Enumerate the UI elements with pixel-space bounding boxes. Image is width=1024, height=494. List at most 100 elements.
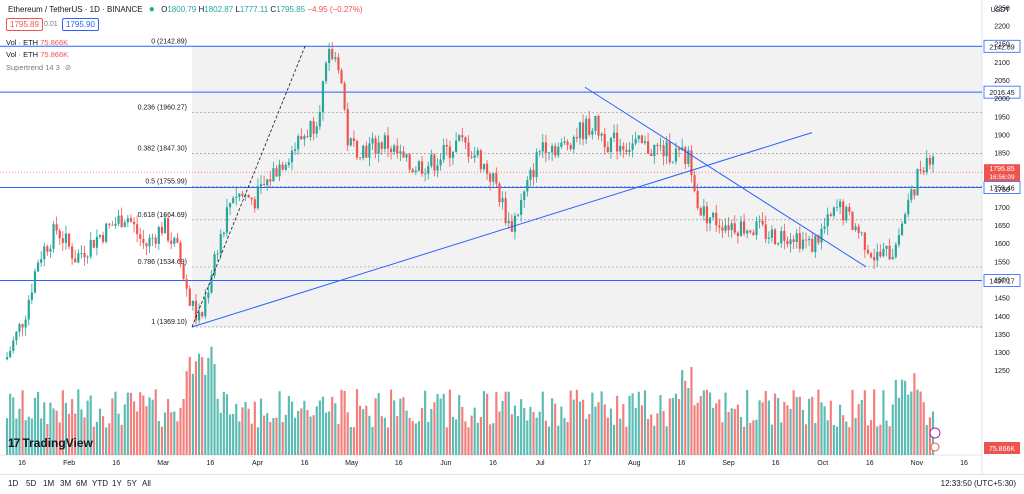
volume-bar [625,426,628,455]
volume-bar [832,424,835,455]
volume-bar [600,391,603,455]
volume-bar [489,424,492,455]
candle-body [281,164,284,170]
volume-bar [328,411,331,455]
y-tick-label: 2100 [994,60,1010,67]
indicator-volume-2[interactable]: Vol · ETH 75.866K [6,50,68,59]
volume-bar [860,399,863,455]
volume-bar [730,408,733,455]
volume-bar [616,395,619,455]
candle-body [114,223,117,226]
volume-bar [349,427,352,455]
timeframe-3m-button[interactable]: 3M [60,479,72,488]
sell-button[interactable]: 1795.89 [6,18,43,31]
candle-body [557,146,560,156]
candle-body [402,151,405,158]
candle-body [656,144,659,147]
candle-body [928,158,931,165]
candle-body [523,191,526,200]
current-price-tag [984,164,1020,182]
buy-button[interactable]: 1795.90 [62,18,99,31]
volume-bar [504,391,507,455]
candle-body [117,215,120,224]
candle-body [148,238,151,247]
volume-bar [643,390,647,455]
candle-body [427,166,430,174]
candle-body [616,132,619,152]
volume-bar [764,390,767,455]
candle-body [328,49,331,64]
volume-bar [89,395,92,455]
indicator-value: 75.866K [40,38,69,47]
candle-body [411,169,414,172]
timeframe-1y-button[interactable]: 1Y [112,479,122,488]
volume-bar [551,398,554,455]
volume-bar [811,396,814,455]
candle-body [857,226,860,233]
volume-bar [823,406,826,455]
candle-body [925,158,928,173]
candle-body [869,253,873,258]
volume-bar [501,400,504,455]
candle-body [677,148,681,150]
volume-bar [458,394,461,455]
candle-body [399,151,402,154]
timeframe-5y-button[interactable]: 5Y [127,479,137,488]
volume-bar [126,392,129,455]
fib-anchor-line [191,46,306,328]
volume-bar [281,421,284,455]
x-tick-label: 16 [678,460,686,467]
x-tick-label: 16 [395,460,403,467]
price-chart[interactable]: 0 (2142.89) 0.236 (1960.27) 0.382 (1847.30… [0,0,1024,474]
volume-bar [216,398,219,455]
volume-bar [318,400,321,455]
indicator-volume-1[interactable]: Vol · ETH 75.866K [6,38,68,47]
candle-body [83,253,86,258]
volume-bar [715,403,718,455]
candle-body [628,149,631,152]
timeframe-1d-button[interactable]: 1D [8,479,19,488]
candle-body [767,237,770,239]
volume-bar [98,408,102,455]
timeframe-5d-button[interactable]: 5D [26,479,37,488]
volume-bar [712,407,715,455]
volume-bar [83,417,86,455]
candle-body [6,357,9,360]
volume-bar [891,404,894,455]
timeframe-1m-button[interactable]: 1M [43,479,55,488]
eye-off-icon[interactable]: ⊘ [64,63,72,72]
volume-bar [170,412,173,455]
indicator-supertrend[interactable]: Supertrend 14 3 ⊘ [6,63,71,72]
timeframe-ytd-button[interactable]: YTD [92,479,108,488]
candle-body [804,239,808,241]
volume-bar [619,418,622,455]
volume-bar [417,421,421,455]
volume-bar [136,411,139,455]
key-level-label: 2016.45 [989,90,1014,97]
low-value: 1777.11 [239,5,269,14]
timeframe-6m-button[interactable]: 6M [76,479,88,488]
candle-body [343,83,346,110]
candle-body [746,230,749,234]
volume-bar [572,399,575,455]
symbol-title[interactable]: Ethereum / TetherUS · 1D · BINANCE [8,5,143,14]
timeframe-all-button[interactable]: All [142,479,151,488]
volume-bar [668,398,671,455]
candle-body [46,246,49,252]
volume-bar [15,418,18,455]
volume-bar [247,408,250,455]
clock-timezone[interactable]: 12:33:50 (UTC+5:30) [940,479,1016,488]
volume-bar [538,411,541,455]
x-tick-label: Jun [440,460,451,467]
candle-body [36,262,40,272]
candle-body [820,228,823,243]
volume-bar [684,380,687,455]
y-tick-label: 1350 [994,332,1010,339]
candle-body [176,237,179,243]
volume-bar [808,398,811,455]
volume-bar [581,399,585,455]
candle-body [485,163,489,174]
candle-body [157,226,160,244]
volume-bar [213,364,216,455]
